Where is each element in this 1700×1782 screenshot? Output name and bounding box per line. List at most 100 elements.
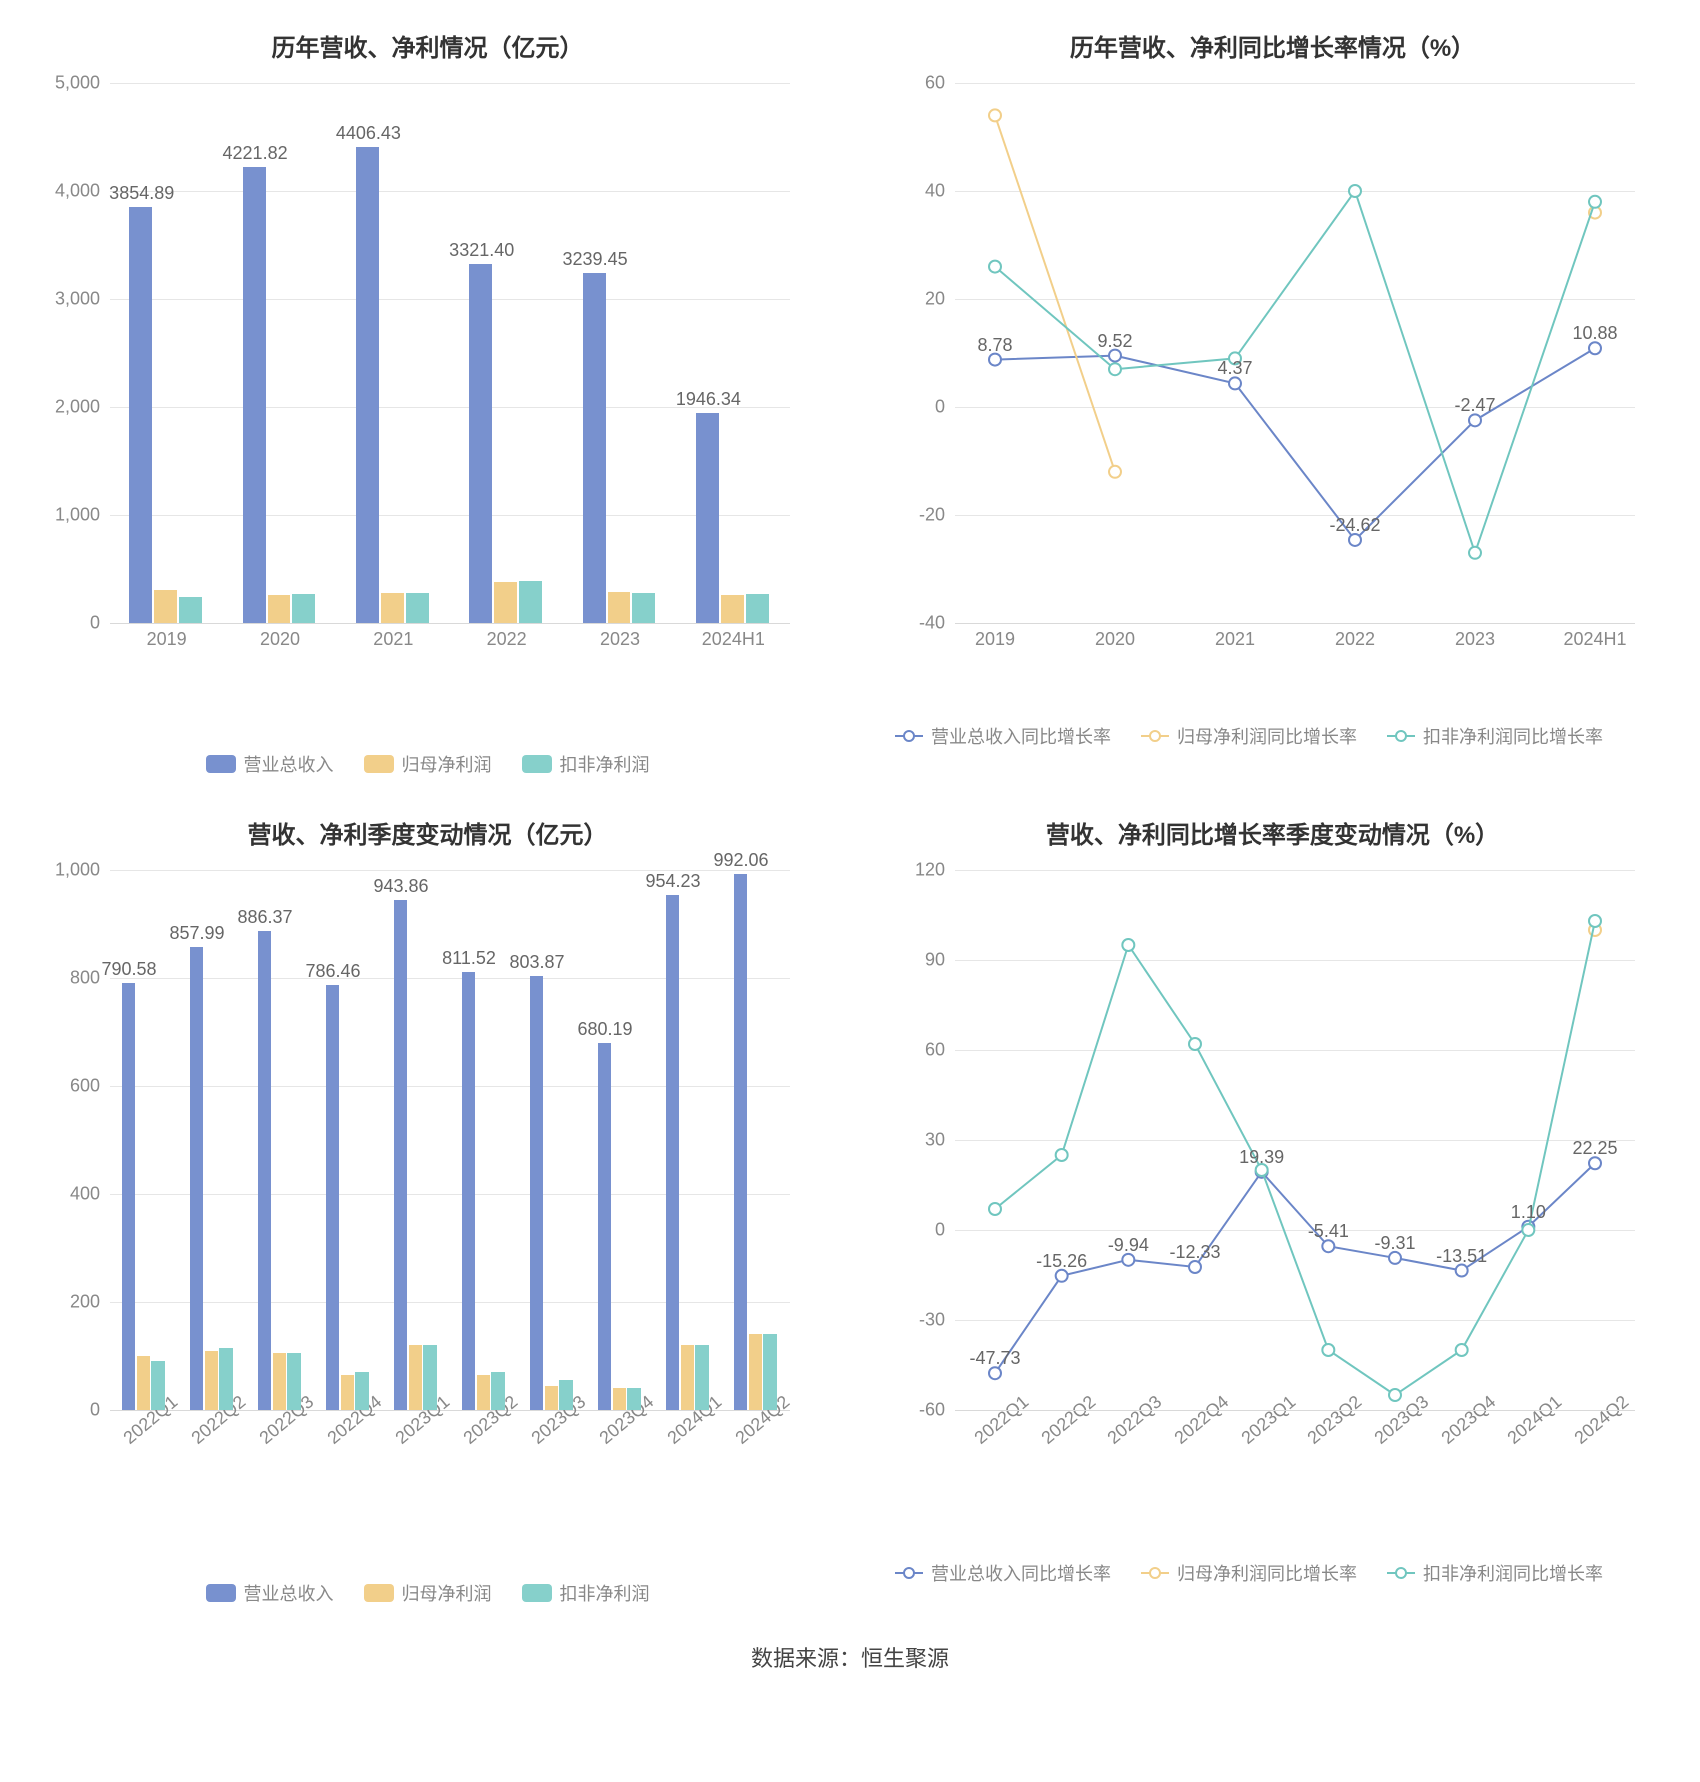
axis-line — [955, 1410, 1635, 1411]
panel-annual-bar: 历年营收、净利情况（亿元） 01,0002,0003,0004,0005,000… — [20, 20, 835, 777]
legend-label: 营业总收入 — [244, 751, 334, 777]
marker-net_profit_nonrecurring_growth — [1122, 939, 1134, 951]
legend-item-net_profit_parent: 归母净利润 — [364, 751, 492, 777]
bar-net_profit_nonrecurring — [763, 1334, 777, 1410]
legend-label: 扣非净利润同比增长率 — [1423, 723, 1603, 749]
bar-net_profit_parent — [613, 1388, 627, 1410]
bar-revenue — [469, 264, 492, 623]
chart-title: 历年营收、净利情况（亿元） — [20, 28, 835, 63]
x-axis: 201920202021202220232024H1 — [110, 623, 790, 663]
x-tick-label: 2019 — [975, 629, 1015, 650]
bar-value-label: 790.58 — [102, 959, 157, 980]
x-axis: 2022Q12022Q22022Q32022Q42023Q12023Q22023… — [955, 1410, 1635, 1480]
point-value-label: 22.25 — [1572, 1138, 1617, 1159]
x-tick-label: 2022 — [1335, 629, 1375, 650]
point-value-label: -13.51 — [1436, 1245, 1487, 1266]
bar-net_profit_parent — [409, 1345, 423, 1410]
legend-item-net_profit_nonrecurring: 扣非净利润 — [522, 751, 650, 777]
marker-net_profit_nonrecurring_growth — [1109, 363, 1121, 375]
y-tick-label: 90 — [925, 950, 955, 971]
bar-net_profit_nonrecurring — [219, 1348, 233, 1410]
marker-net_profit_nonrecurring_growth — [1522, 1224, 1534, 1236]
marker-net_profit_parent_growth — [1109, 466, 1121, 478]
chart-area-quarterly-bar: 02004006008001,0002022Q12022Q22022Q32022… — [20, 870, 835, 1480]
plot-area: 01,0002,0003,0004,0005,00020192020202120… — [110, 83, 790, 623]
y-tick-label: 120 — [915, 860, 955, 881]
y-tick-label: 0 — [935, 1220, 955, 1241]
point-value-label: -9.94 — [1108, 1235, 1149, 1256]
point-value-label: 8.78 — [977, 334, 1012, 355]
bar-value-label: 3854.89 — [109, 183, 174, 204]
x-tick-label: 2020 — [260, 629, 300, 650]
line-revenue_growth — [995, 348, 1595, 540]
marker-revenue_growth — [1589, 342, 1601, 354]
panel-quarterly-bar: 营收、净利季度变动情况（亿元） 02004006008001,0002022Q1… — [20, 807, 835, 1606]
x-tick-label: 2024H1 — [702, 629, 765, 650]
bar-revenue — [666, 895, 680, 1410]
legend-swatch — [522, 1584, 552, 1602]
plot-area: 02004006008001,0002022Q12022Q22022Q32022… — [110, 870, 790, 1410]
chart-title: 营收、净利同比增长率季度变动情况（%） — [865, 815, 1680, 850]
line-layer — [955, 83, 1635, 623]
legend-label: 营业总收入同比增长率 — [931, 1560, 1111, 1586]
axis-line — [955, 623, 1635, 624]
marker-net_profit_nonrecurring_growth — [1589, 196, 1601, 208]
y-tick-label: 0 — [935, 397, 955, 418]
bar-net_profit_parent — [273, 1353, 287, 1410]
bar-revenue — [326, 985, 340, 1410]
y-tick-label: 30 — [925, 1130, 955, 1151]
bar-net_profit_parent — [341, 1375, 355, 1410]
point-value-label: -47.73 — [969, 1348, 1020, 1369]
legend-item-net_profit_nonrecurring_growth: 扣非净利润同比增长率 — [1387, 1560, 1603, 1586]
panel-annual-line: 历年营收、净利同比增长率情况（%） -40-200204060201920202… — [865, 20, 1680, 777]
x-tick-label: 2021 — [1215, 629, 1255, 650]
y-tick-label: 0 — [90, 1400, 110, 1421]
legend-label: 扣非净利润 — [560, 1580, 650, 1606]
bar-net_profit_nonrecurring — [491, 1372, 505, 1410]
legend-swatch — [364, 755, 394, 773]
bar-revenue — [190, 947, 204, 1410]
legend-label: 营业总收入同比增长率 — [931, 723, 1111, 749]
bar-value-label: 886.37 — [238, 907, 293, 928]
point-value-label: -24.62 — [1329, 515, 1380, 536]
chart-area-annual-line: -40-200204060201920202021202220232024H18… — [865, 83, 1680, 663]
bar-net_profit_nonrecurring — [423, 1345, 437, 1410]
bar-revenue — [462, 972, 476, 1410]
bar-value-label: 803.87 — [510, 952, 565, 973]
bar-revenue — [122, 983, 136, 1410]
legend-item-revenue_growth: 营业总收入同比增长率 — [895, 723, 1111, 749]
x-tick-label: 2024H1 — [1563, 629, 1626, 650]
legend-marker — [1387, 1566, 1415, 1580]
bar-revenue — [530, 976, 544, 1410]
y-tick-label: 60 — [925, 73, 955, 94]
bar-net_profit_parent — [268, 595, 291, 623]
legend-swatch — [364, 1584, 394, 1602]
legend-item-net_profit_nonrecurring: 扣非净利润 — [522, 1580, 650, 1606]
bar-revenue — [258, 931, 272, 1410]
bar-value-label: 3239.45 — [563, 249, 628, 270]
marker-net_profit_nonrecurring_growth — [1056, 1149, 1068, 1161]
bar-revenue — [243, 167, 266, 623]
plot-area: -60-3003060901202022Q12022Q22022Q32022Q4… — [955, 870, 1635, 1410]
y-tick-label: -20 — [919, 505, 955, 526]
legend-item-net_profit_parent_growth: 归母净利润同比增长率 — [1141, 1560, 1357, 1586]
bar-value-label: 811.52 — [442, 948, 496, 969]
bar-net_profit_nonrecurring — [287, 1353, 301, 1410]
y-tick-label: -40 — [919, 613, 955, 634]
y-tick-label: 40 — [925, 181, 955, 202]
legend-label: 扣非净利润同比增长率 — [1423, 1560, 1603, 1586]
marker-net_profit_nonrecurring_growth — [1322, 1344, 1334, 1356]
y-tick-label: 400 — [70, 1184, 110, 1205]
bar-net_profit_nonrecurring — [406, 593, 429, 623]
legend-swatch — [206, 1584, 236, 1602]
legend-swatch — [522, 755, 552, 773]
legend-item-revenue: 营业总收入 — [206, 751, 334, 777]
legend-marker — [1141, 729, 1169, 743]
bar-revenue — [356, 147, 379, 623]
chart-grid: 历年营收、净利情况（亿元） 01,0002,0003,0004,0005,000… — [20, 20, 1680, 1606]
legend-label: 归母净利润同比增长率 — [1177, 1560, 1357, 1586]
data-source-label: 数据来源：恒生聚源 — [20, 1641, 1680, 1673]
legend-item-net_profit_parent: 归母净利润 — [364, 1580, 492, 1606]
plot-area: -40-200204060201920202021202220232024H18… — [955, 83, 1635, 623]
line-net_profit_nonrecurring_growth — [995, 191, 1595, 553]
